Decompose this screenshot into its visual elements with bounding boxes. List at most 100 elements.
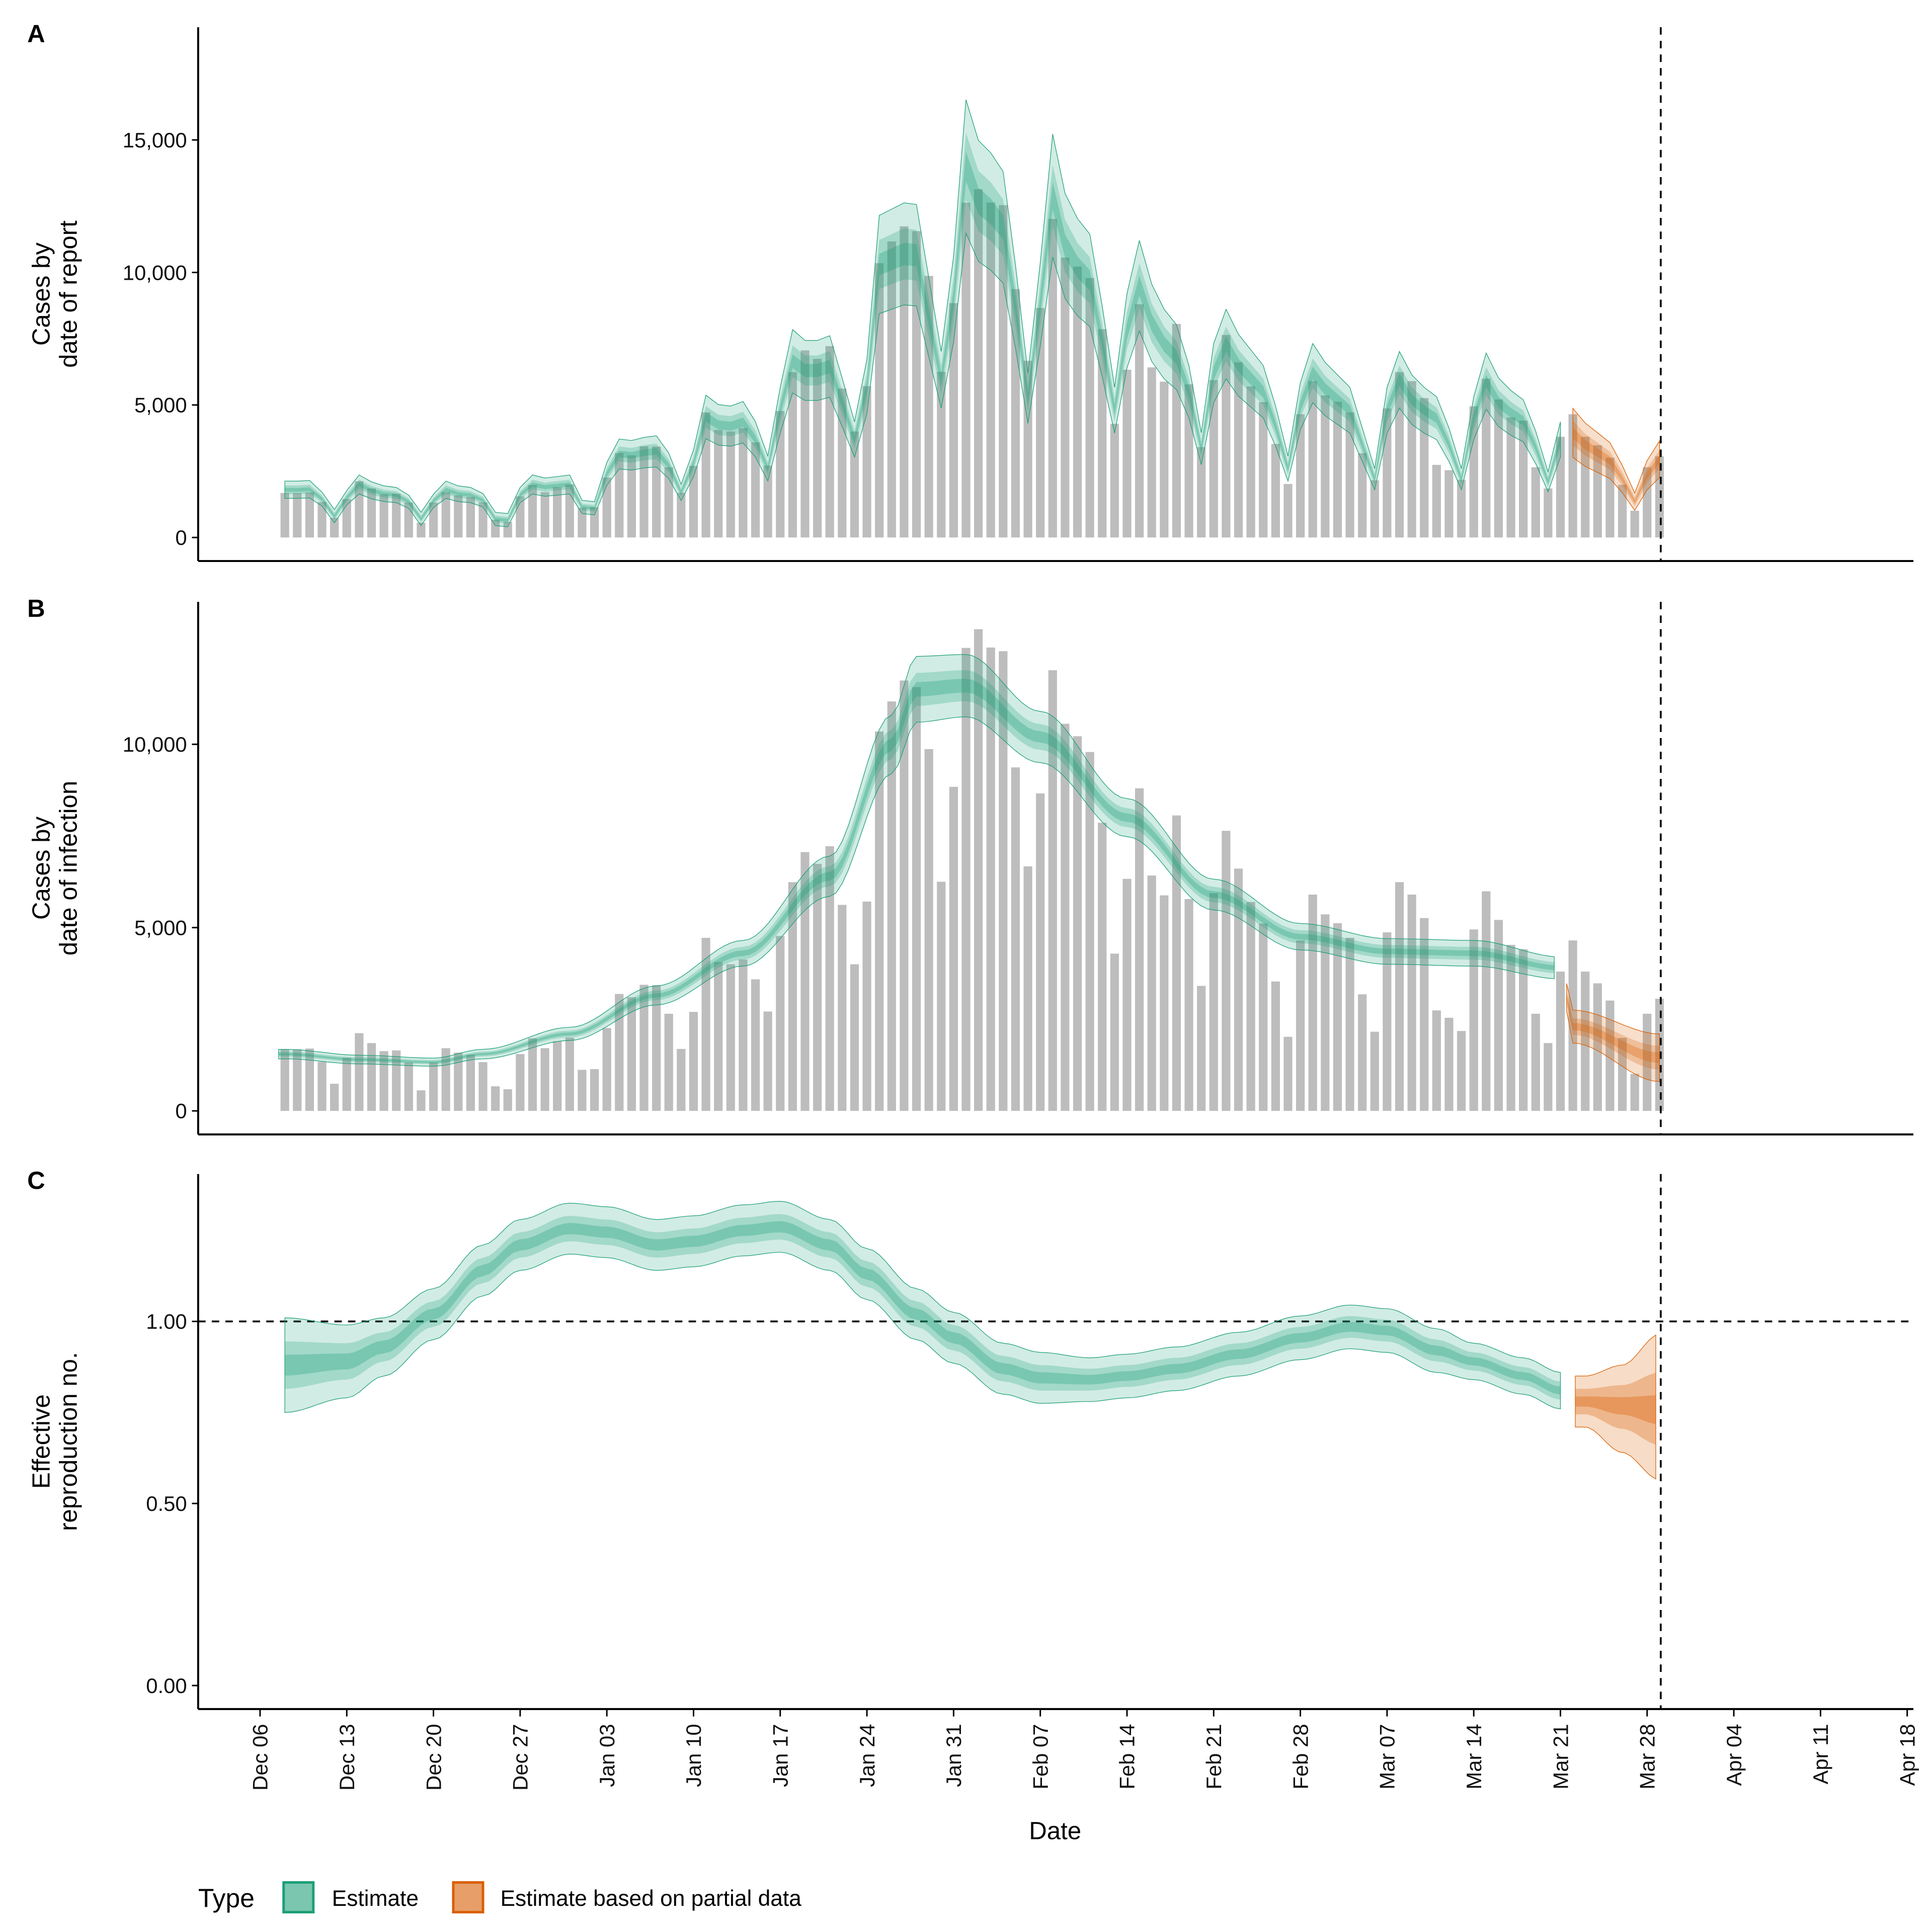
- reported-cases-bar: [404, 1062, 413, 1111]
- reported-cases-bar: [1345, 412, 1354, 538]
- reported-cases-bar: [429, 1062, 438, 1111]
- reported-cases-bar: [788, 372, 797, 538]
- panel-a-cases-by-report: 0 5,000 10,000 15,000 Cases bydate of report: [27, 27, 1914, 562]
- reported-cases-bar: [677, 1049, 686, 1111]
- reported-cases-bar: [1469, 406, 1478, 538]
- reported-cases-bar: [862, 901, 871, 1111]
- reported-cases-bar: [862, 386, 871, 538]
- reported-cases-bar: [1160, 895, 1169, 1111]
- reported-cases-bar: [280, 493, 289, 538]
- reported-cases-bar: [1184, 384, 1193, 538]
- reported-cases-bar: [1568, 414, 1577, 538]
- reported-cases-bar: [392, 494, 401, 538]
- reported-cases-bar: [1308, 381, 1317, 538]
- reported-cases-bar: [949, 303, 958, 538]
- reported-cases-bar: [1345, 938, 1354, 1111]
- reported-cases-bar: [1147, 367, 1156, 538]
- reported-cases-bar: [1383, 408, 1392, 538]
- reported-cases-bar: [1110, 424, 1119, 538]
- y-axis-title-line: reproduction no.: [55, 1352, 83, 1531]
- reported-cases-bar: [1370, 480, 1379, 538]
- reported-cases-bar: [429, 502, 438, 538]
- reported-cases-bar: [1643, 1013, 1652, 1111]
- x-tick-label: Jan 03: [595, 1724, 619, 1787]
- reported-cases-bar: [1358, 453, 1367, 538]
- reported-cases-bar: [900, 680, 909, 1111]
- reported-cases-bar: [1321, 395, 1330, 538]
- reported-cases-bar: [379, 494, 388, 538]
- y-tick-label: 5,000: [134, 916, 187, 939]
- reported-cases-bar: [565, 1037, 574, 1111]
- reported-cases-bar: [1098, 823, 1107, 1111]
- reported-cases-bar: [1259, 402, 1268, 538]
- reported-cases-bar: [1630, 511, 1639, 538]
- reported-cases-bar: [887, 701, 896, 1111]
- reported-cases-bar: [615, 994, 624, 1111]
- reported-cases-bar: [305, 492, 314, 538]
- reported-cases-bar: [317, 1062, 327, 1111]
- x-tick-label: Mar 21: [1549, 1724, 1572, 1789]
- reported-cases-bar: [838, 905, 847, 1111]
- estimate-ci-band-90: [284, 99, 1561, 527]
- estimate-ci-band-90: [284, 1201, 1561, 1413]
- reported-cases-bar: [1593, 983, 1602, 1111]
- partial-estimate-ci-band-20: [1575, 1395, 1656, 1424]
- reported-cases-bar: [330, 1084, 339, 1111]
- x-tick-label: Dec 27: [509, 1724, 532, 1791]
- reported-cases-bar: [540, 492, 549, 538]
- reported-cases-bar: [1048, 219, 1057, 538]
- partial-estimate-ci-band-90: [1572, 407, 1660, 511]
- reported-cases-bar: [1395, 372, 1404, 538]
- reported-cases-bar: [1581, 437, 1590, 538]
- reported-cases-bar: [1370, 1031, 1379, 1111]
- reported-cases-bar: [1519, 420, 1528, 538]
- estimate-ci-band-50: [285, 1214, 1561, 1400]
- reported-cases-bar: [1605, 1000, 1615, 1111]
- reported-cases-bar: [726, 431, 735, 538]
- reported-cases-bar: [1432, 464, 1441, 538]
- y-axis-title-line: Cases by: [27, 243, 55, 346]
- reported-cases-bar: [1469, 929, 1478, 1111]
- panel-tag-b: B: [27, 595, 45, 622]
- reported-cases-bar: [1531, 1013, 1540, 1111]
- reported-cases-bar: [1234, 362, 1243, 538]
- x-tick-label: Dec 13: [335, 1724, 359, 1791]
- reported-cases-bar: [1581, 972, 1590, 1111]
- reported-cases-bar: [1011, 767, 1020, 1111]
- reported-cases-bar: [1259, 923, 1268, 1111]
- reported-cases-bar: [1122, 878, 1132, 1111]
- reported-cases-bar: [1494, 920, 1503, 1111]
- reported-cases-bar: [528, 485, 537, 538]
- reported-cases-bar: [813, 359, 822, 538]
- reported-cases-bar: [1246, 386, 1255, 538]
- partial-estimate-ci-band-50: [1573, 420, 1660, 506]
- reported-cases-bar: [602, 1028, 611, 1111]
- reported-cases-bar: [689, 1012, 698, 1111]
- reported-cases-bar: [701, 412, 710, 538]
- panel-b-cases-by-infection: 0 5,000 10,000 Cases bydate of infection: [27, 602, 1914, 1136]
- legend-label-estimate: Estimate: [332, 1886, 419, 1911]
- y-axis-title: Cases bydate of infection: [27, 781, 82, 956]
- reported-cases-bar: [986, 648, 995, 1111]
- reported-cases-bar: [961, 202, 971, 538]
- x-axis: Dec 06 Dec 13 Dec 20 Dec 27 Jan 03 Jan 10 Jan …: [249, 1709, 1919, 1791]
- partial-estimate-ci-band-90: [1575, 1334, 1656, 1480]
- reported-cases-bar: [800, 852, 810, 1111]
- reported-cases-bar: [305, 1049, 314, 1111]
- x-tick-label: Feb 28: [1289, 1724, 1312, 1789]
- reported-cases-bar: [652, 985, 661, 1111]
- reported-cases-bar: [912, 231, 921, 538]
- estimate-ci-band-90: [278, 654, 1555, 1067]
- reported-cases-bar: [714, 962, 723, 1111]
- reported-cases-bar: [590, 1069, 599, 1111]
- y-tick-label: 15,000: [123, 128, 187, 152]
- reported-cases-bar: [1048, 670, 1057, 1111]
- reported-cases-bar: [639, 446, 649, 538]
- reported-cases-bar: [639, 985, 649, 1111]
- reported-cases-bar: [478, 502, 488, 538]
- x-tick-label: Feb 21: [1202, 1724, 1226, 1789]
- reported-cases-bar: [355, 1033, 364, 1111]
- reported-cases-bar: [528, 1038, 537, 1111]
- reported-cases-bar: [1482, 891, 1491, 1111]
- reported-cases-bar: [553, 1041, 562, 1111]
